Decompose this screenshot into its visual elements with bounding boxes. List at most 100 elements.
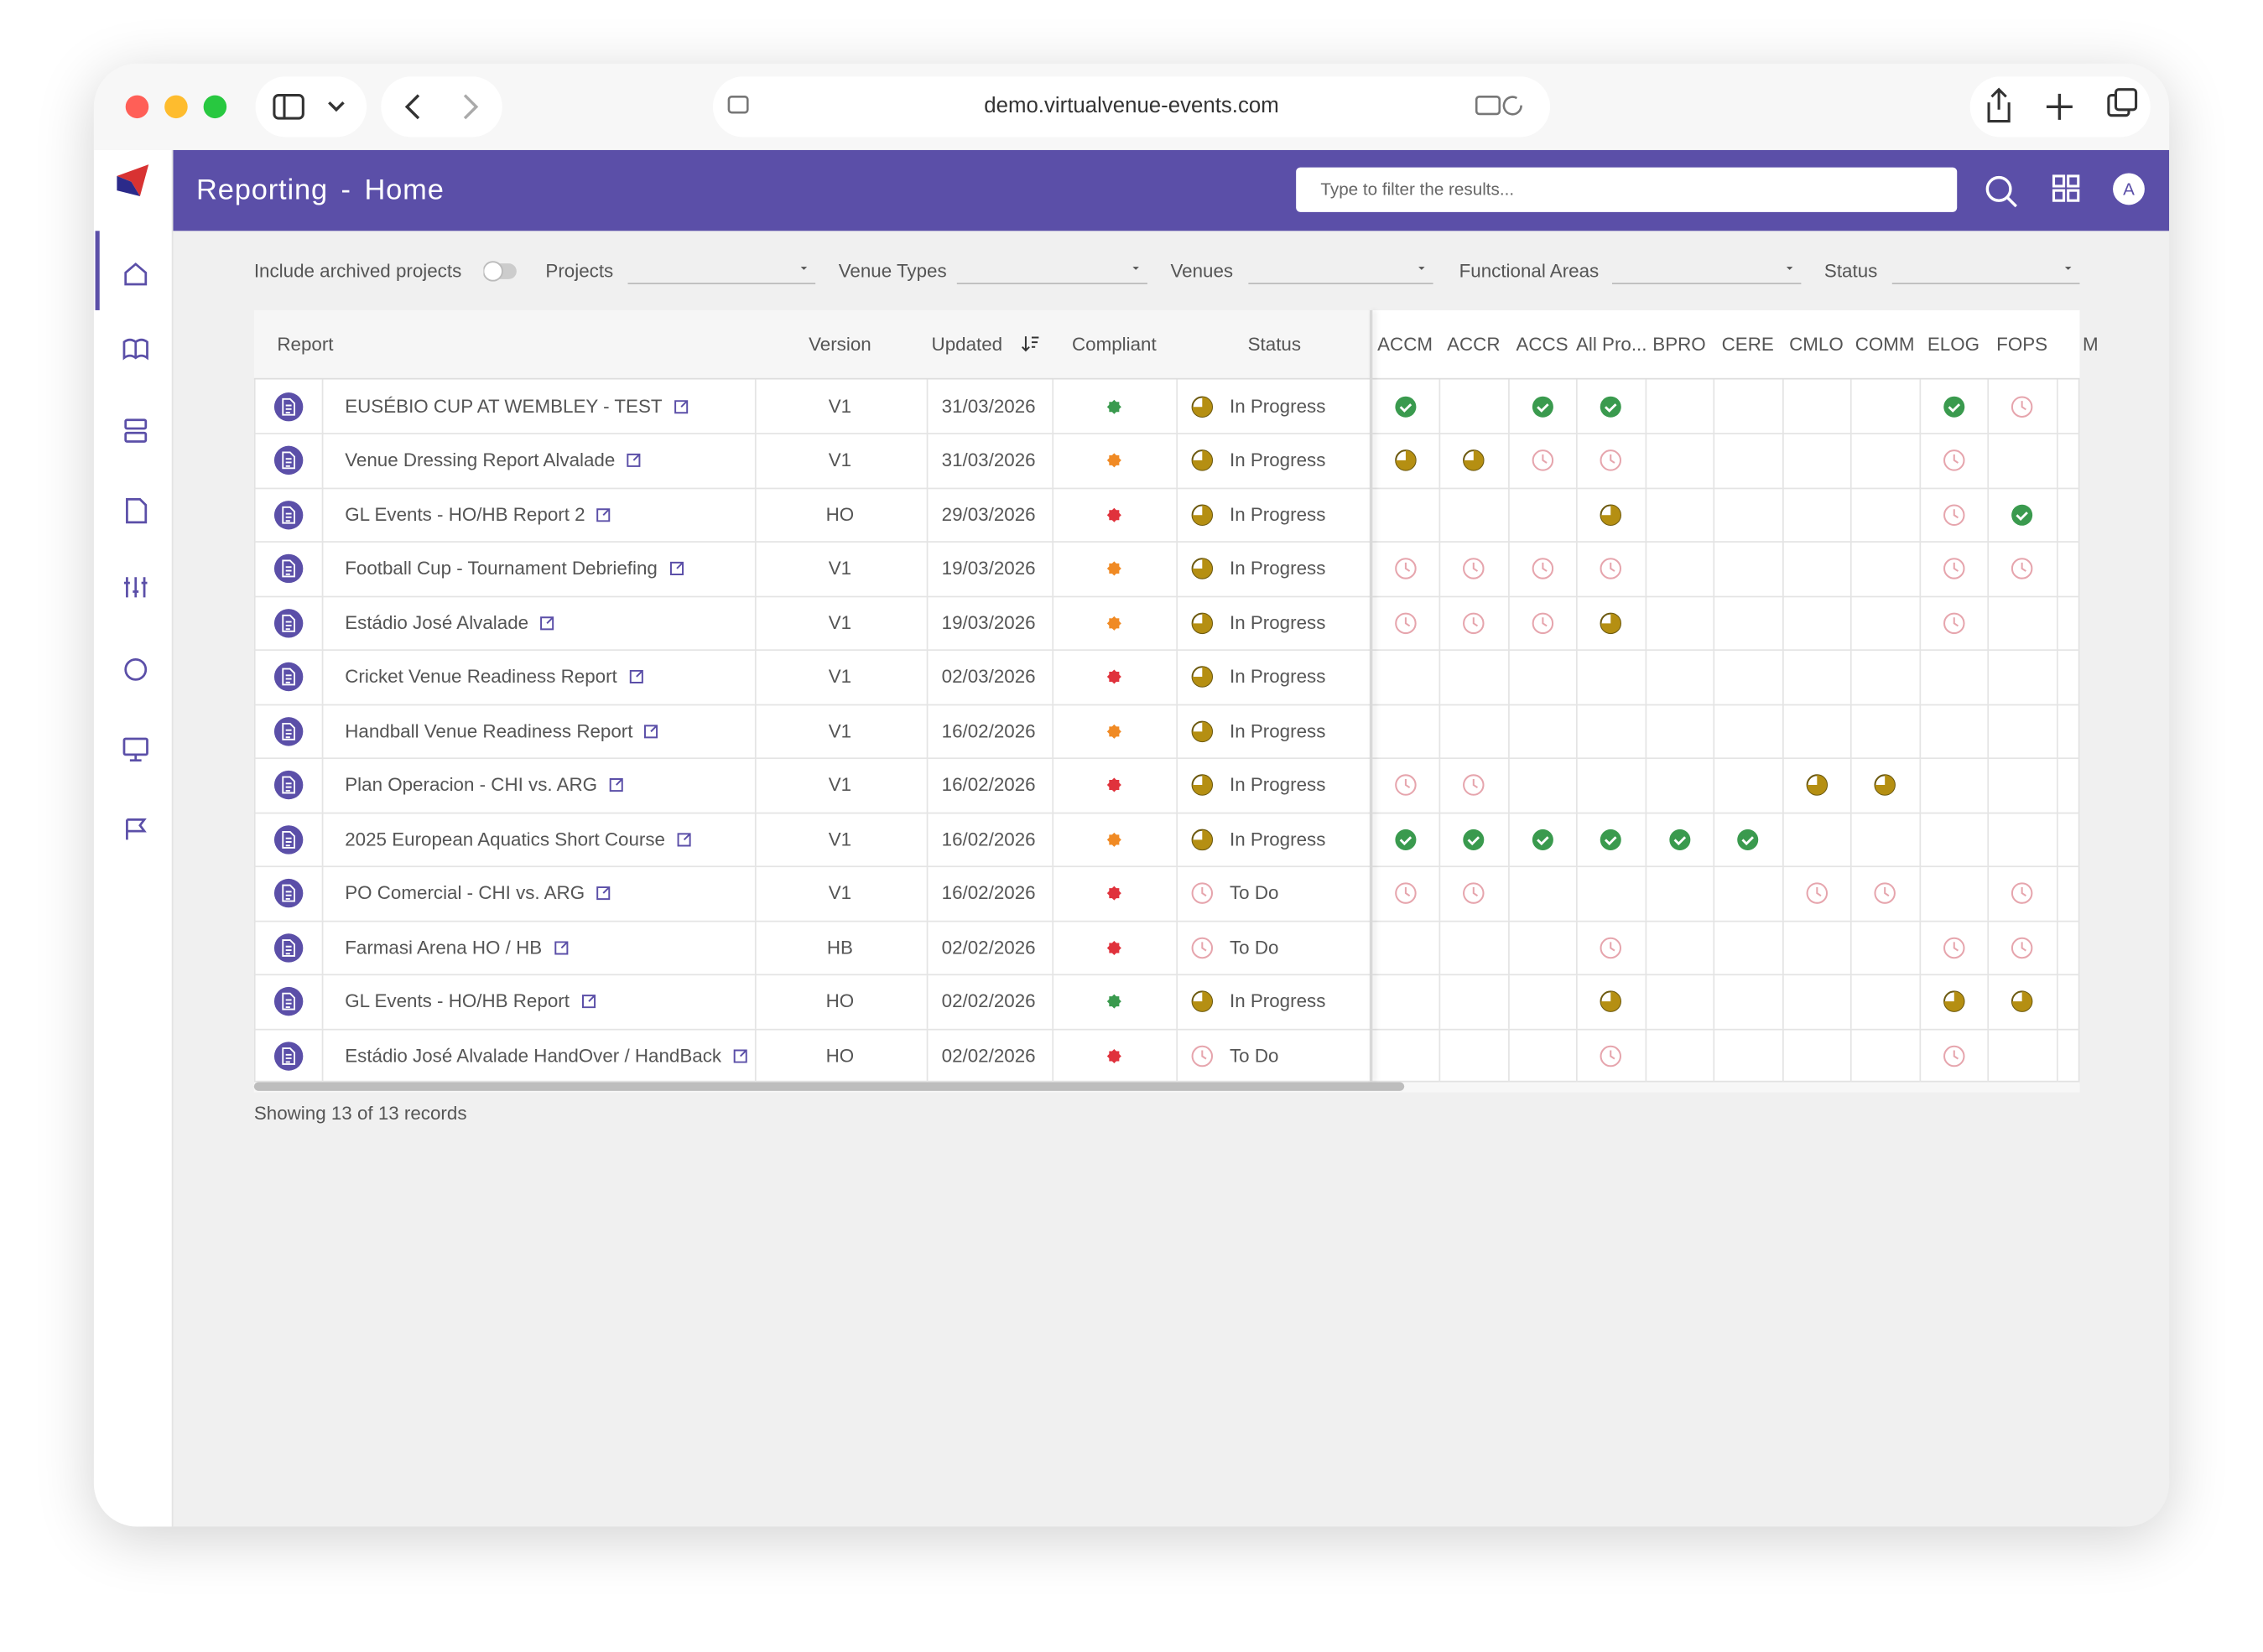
cell-border	[1644, 812, 1647, 867]
cell-border	[1507, 542, 1509, 596]
report-name[interactable]: Estádio José Alvalade HandOver / HandBac…	[345, 1044, 722, 1067]
column-header[interactable]: Compliant	[1071, 333, 1157, 356]
search-input[interactable]	[1296, 167, 1958, 212]
report-name[interactable]: Cricket Venue Readiness Report	[345, 665, 617, 688]
sidebar	[93, 149, 174, 1527]
url[interactable]: demo.virtualvenue-events.com	[984, 93, 1279, 119]
status-icon	[1191, 882, 1214, 905]
cell-border	[1644, 866, 1647, 921]
report-name[interactable]: GL Events - HO/HB Report	[345, 990, 570, 1012]
cell-border	[1176, 595, 1178, 651]
cell-border	[1507, 487, 1509, 543]
report-icon	[273, 392, 304, 422]
cell-border	[926, 487, 929, 543]
cell-border	[1507, 704, 1509, 759]
report-name[interactable]: PO Comercial - CHI vs. ARG	[345, 881, 585, 904]
filter-label: Status	[1823, 259, 1878, 282]
fa-status	[1531, 612, 1553, 634]
column-header[interactable]: Updated	[931, 333, 1003, 356]
report-name[interactable]: Plan Operacion - CHI vs. ARG	[345, 773, 598, 796]
cell-border	[1438, 595, 1441, 651]
filter-select[interactable]	[956, 283, 1147, 284]
cell-border	[1918, 650, 1921, 704]
fa-status	[1600, 504, 1622, 526]
fa-column-header[interactable]: ELOG	[1927, 333, 1979, 356]
cell-border	[1176, 974, 1178, 1029]
avatar[interactable]: A	[2123, 179, 2135, 200]
fa-column-header[interactable]: FOPS	[1996, 333, 2048, 356]
report-name[interactable]: 2025 European Aquatics Short Course	[345, 828, 666, 850]
archived-label: Include archived projects	[253, 259, 462, 282]
cell-border	[926, 650, 929, 704]
fa-status	[2011, 937, 2033, 958]
fa-column-header[interactable]: CMLO	[1789, 333, 1844, 356]
cell-border	[1987, 974, 1990, 1029]
cell-border	[754, 920, 757, 975]
row-border	[253, 703, 2080, 705]
cell-border	[1438, 812, 1441, 867]
cell-border	[2056, 920, 2058, 975]
status: In Progress	[1230, 449, 1326, 471]
cell-border	[1918, 487, 1921, 543]
row-border	[253, 757, 2080, 760]
cell-border	[1849, 866, 1852, 921]
cell-border	[1507, 595, 1509, 651]
cell-border	[754, 758, 757, 813]
filter-select[interactable]	[1891, 283, 2080, 284]
compliance-badge	[1106, 669, 1121, 684]
cell-border	[1849, 650, 1852, 704]
status-icon	[1191, 396, 1214, 418]
column-header[interactable]: Status	[1247, 333, 1302, 356]
report-name[interactable]: Football Cup - Tournament Debriefing	[345, 557, 658, 579]
report-icon	[273, 932, 304, 963]
fa-column-header[interactable]: M	[2083, 333, 2099, 356]
cell-border	[1849, 487, 1852, 543]
scrollbar-thumb[interactable]	[253, 1082, 1405, 1091]
cell-border	[1176, 1028, 1178, 1083]
toggle	[483, 261, 517, 282]
fa-column-header[interactable]: ACCS	[1516, 333, 1568, 356]
fa-column-header[interactable]: ACCR	[1447, 333, 1501, 356]
cell-border	[1575, 379, 1578, 434]
cell-border	[1438, 758, 1441, 813]
status-icon	[1191, 449, 1214, 472]
cell-border	[2056, 650, 2058, 704]
cell-border	[1987, 434, 1990, 488]
cell-border	[1507, 812, 1509, 867]
cell-border	[1507, 920, 1509, 975]
cell-border	[1782, 650, 1783, 704]
fa-status	[1463, 774, 1485, 797]
filter-select[interactable]	[627, 283, 816, 284]
version: V1	[828, 449, 852, 471]
cell-border	[1918, 379, 1921, 434]
fa-column-header[interactable]: ACCM	[1377, 333, 1433, 356]
report-name[interactable]: Estádio José Alvalade	[345, 611, 529, 633]
fa-column-header[interactable]: BPRO	[1652, 333, 1706, 356]
fa-column-header[interactable]: All Pro...	[1575, 333, 1647, 356]
report-name[interactable]: Handball Venue Readiness Report	[345, 720, 633, 741]
cell-border	[1176, 704, 1178, 759]
fa-column-header[interactable]: CERE	[1721, 333, 1774, 356]
column-header[interactable]: Report	[277, 333, 334, 356]
fa-status	[1600, 396, 1621, 418]
fa-column-header[interactable]: COMM	[1855, 333, 1915, 356]
filter-select[interactable]	[1248, 283, 1433, 284]
cell-border	[1176, 812, 1178, 867]
external-link	[540, 616, 554, 630]
report-name[interactable]: Venue Dressing Report Alvalade	[345, 449, 616, 471]
cell-border	[1438, 542, 1441, 596]
cell-border	[1849, 758, 1852, 813]
version: V1	[828, 773, 852, 796]
cell-border	[321, 812, 324, 867]
cell-border	[1052, 650, 1054, 704]
fa-status	[1394, 449, 1416, 472]
row-border	[253, 1027, 2080, 1030]
cell-border	[1713, 758, 1715, 813]
report-name[interactable]: Farmasi Arena HO / HB	[345, 936, 543, 958]
report-name[interactable]: GL Events - HO/HB Report 2	[345, 503, 585, 525]
column-header[interactable]: Version	[809, 333, 871, 356]
compliance-badge	[1106, 561, 1121, 576]
fa-status	[1600, 1045, 1622, 1067]
report-name[interactable]: EUSÉBIO CUP AT WEMBLEY - TEST	[345, 395, 663, 417]
filter-select[interactable]	[1611, 283, 1802, 284]
